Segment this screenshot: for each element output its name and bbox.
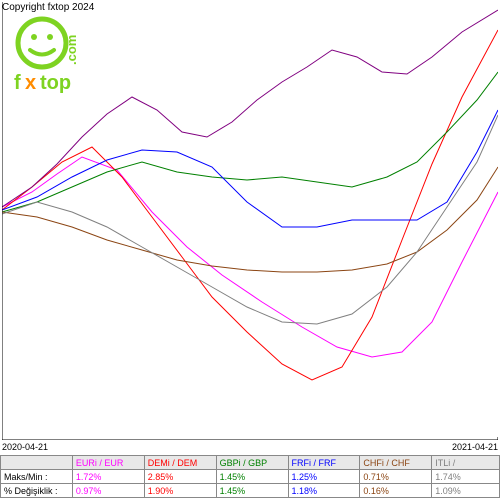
row-label: % Değişiklik : — [1, 484, 73, 498]
table-cell: 0.71% — [360, 470, 432, 484]
table-cell: 1.09% — [432, 484, 500, 498]
table-cell: 0.97% — [72, 484, 144, 498]
table-row: % Değişiklik : 0.97% 1.90% 1.45% 1.18% 0… — [1, 484, 500, 498]
table-header-row: EURi / EUR DEMi / DEM GBPi / GBP FRFi / … — [1, 456, 500, 470]
chart-lines — [2, 2, 498, 440]
row-label: Maks/Min : — [1, 470, 73, 484]
table-cell: 1.25% — [288, 470, 360, 484]
table-row: Maks/Min : 1.72% 2.85% 1.45% 1.25% 0.71%… — [1, 470, 500, 484]
table-cell: 1.18% — [288, 484, 360, 498]
table-header-cell: DEMi / DEM — [144, 456, 216, 470]
table-header-cell: GBPi / GBP — [216, 456, 288, 470]
table-cell: 1.72% — [72, 470, 144, 484]
table-header-cell: FRFi / FRF — [288, 456, 360, 470]
stats-table: EURi / EUR DEMi / DEM GBPi / GBP FRFi / … — [0, 455, 500, 498]
x-end-label: 2021-04-21 — [452, 442, 498, 452]
table-cell: 1.74% — [432, 470, 500, 484]
table-cell: 1.45% — [216, 470, 288, 484]
table-header-cell: ITLi / — [432, 456, 500, 470]
table-header-cell: EURi / EUR — [72, 456, 144, 470]
table-cell: 1.90% — [144, 484, 216, 498]
table-header-cell — [1, 456, 73, 470]
table-cell: 1.45% — [216, 484, 288, 498]
table-header-cell: CHFi / CHF — [360, 456, 432, 470]
x-start-label: 2020-04-21 — [2, 442, 48, 452]
table-cell: 0.16% — [360, 484, 432, 498]
table-cell: 2.85% — [144, 470, 216, 484]
